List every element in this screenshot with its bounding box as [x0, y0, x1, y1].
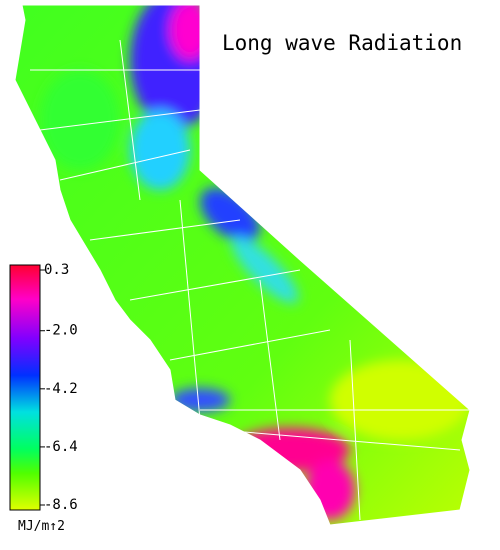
- county-lines: [30, 39, 470, 521]
- tick-label: -6.4: [44, 439, 78, 455]
- colorbar-ticks: 0.3 -2.0 -4.2 -6.4 -8.6: [40, 262, 78, 513]
- colorbar: [9, 264, 41, 511]
- tick-label: -2.0: [44, 323, 78, 339]
- tick-label: -4.2: [44, 381, 78, 397]
- colorbar-unit: MJ/m↑2: [18, 519, 65, 534]
- tick-label: 0.3: [44, 262, 69, 278]
- map-title: Long wave Radiation: [222, 31, 462, 55]
- tick-label: -8.6: [44, 497, 78, 513]
